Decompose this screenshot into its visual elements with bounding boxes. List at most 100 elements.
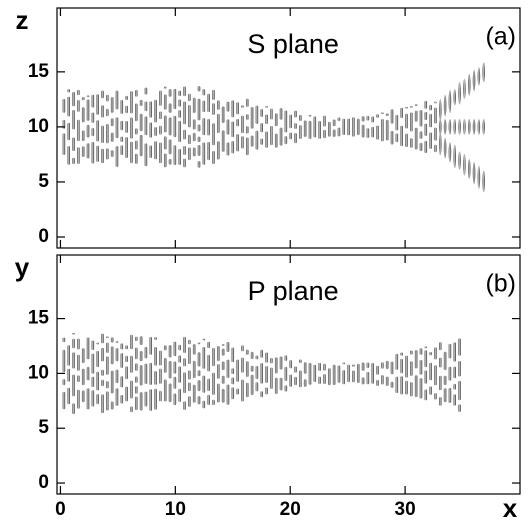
- isosurface-blob: [294, 132, 297, 144]
- isosurface-blob: [221, 130, 225, 152]
- isosurface-blob: [62, 98, 66, 113]
- isosurface-blob: [77, 375, 80, 383]
- isosurface-blob: [250, 374, 254, 396]
- isosurface-blob: [390, 109, 394, 124]
- isosurface-blob: [241, 136, 244, 149]
- isosurface-blob: [106, 342, 109, 353]
- isosurface-blob: [96, 393, 99, 405]
- plot-frame: [56, 254, 521, 495]
- isosurface-blob: [135, 396, 138, 411]
- isosurface-blob: [385, 119, 389, 141]
- isosurface-blob: [361, 377, 365, 385]
- isosurface-blob: [202, 375, 206, 393]
- isosurface-blob: [67, 88, 70, 93]
- isosurface-blob: [226, 101, 230, 112]
- isosurface-blob: [448, 118, 452, 135]
- isosurface-blob: [434, 101, 437, 104]
- isosurface-blob: [226, 119, 230, 135]
- isosurface-blob: [414, 127, 418, 150]
- isosurface-blob: [115, 340, 119, 343]
- isosurface-blob: [274, 357, 278, 374]
- isosurface-blob: [284, 110, 288, 133]
- isosurface-blob: [96, 350, 99, 368]
- isosurface-blob: [115, 369, 119, 384]
- isosurface-blob: [72, 332, 75, 335]
- isosurface-blob: [458, 81, 461, 105]
- isosurface-blob: [86, 99, 90, 121]
- isosurface-blob: [424, 389, 428, 401]
- isosurface-blob: [135, 103, 138, 122]
- isosurface-blob: [284, 355, 288, 362]
- isosurface-blob: [86, 143, 90, 159]
- isosurface-blob: [463, 153, 466, 176]
- isosurface-blob: [91, 340, 95, 351]
- isosurface-blob: [144, 363, 148, 384]
- isosurface-blob: [168, 360, 172, 379]
- isosurface-blob: [221, 344, 225, 347]
- isosurface-blob: [120, 136, 124, 143]
- isosurface-blob: [337, 117, 341, 122]
- isosurface-blob: [313, 364, 317, 383]
- isosurface-blob: [197, 144, 201, 156]
- isosurface-blob: [255, 365, 259, 380]
- isosurface-blob: [159, 111, 162, 120]
- isosurface-blob: [299, 359, 302, 364]
- isosurface-blob: [400, 358, 403, 374]
- isosurface-blob: [245, 114, 249, 120]
- isosurface-blob: [419, 378, 423, 399]
- isosurface-blob: [197, 342, 201, 345]
- isosurface-blob: [236, 102, 239, 115]
- isosurface-blob: [173, 361, 177, 374]
- isosurface-blob: [149, 389, 153, 412]
- isosurface-blob: [419, 109, 423, 127]
- y-tick-label: 10: [28, 116, 49, 137]
- isosurface-blob: [443, 388, 447, 403]
- isosurface-blob: [163, 345, 167, 351]
- isosurface-blob: [207, 341, 210, 349]
- isosurface-blob: [439, 132, 442, 156]
- isosurface-blob: [202, 346, 206, 369]
- isosurface-blob: [106, 123, 109, 144]
- y-axis-label: z: [16, 5, 29, 35]
- isosurface-blob: [226, 142, 230, 156]
- isosurface-blob: [173, 393, 177, 406]
- isosurface-blob: [429, 132, 432, 149]
- isosurface-blob: [356, 363, 360, 384]
- isosurface-blob: [178, 109, 181, 118]
- isosurface-blob: [226, 384, 230, 405]
- isosurface-blob: [270, 367, 273, 389]
- isosurface-blob: [482, 118, 485, 135]
- isosurface-blob: [188, 370, 191, 380]
- isosurface-blob: [81, 368, 85, 386]
- isosurface-blob: [149, 101, 153, 118]
- isosurface-blob: [410, 112, 413, 132]
- isosurface-blob: [139, 134, 143, 157]
- isosurface-blob: [183, 158, 186, 168]
- isosurface-blob: [106, 148, 109, 160]
- isosurface-blob: [173, 376, 177, 389]
- isosurface-blob: [178, 120, 181, 143]
- isosurface-blob: [96, 371, 99, 391]
- isosurface-blob: [168, 88, 172, 97]
- isosurface-blob: [221, 388, 225, 403]
- isosurface-blob: [207, 378, 210, 392]
- isosurface-blob: [381, 112, 384, 115]
- isosurface-blob: [120, 145, 124, 156]
- isosurface-blob: [294, 366, 297, 373]
- isosurface-blob: [130, 355, 133, 373]
- isosurface-blob: [81, 390, 85, 403]
- isosurface-blob: [270, 125, 273, 146]
- isosurface-blob: [347, 364, 350, 383]
- isosurface-blob: [197, 352, 201, 367]
- isosurface-blob: [414, 104, 418, 107]
- isosurface-blob: [202, 142, 206, 165]
- isosurface-blob: [424, 111, 428, 121]
- isosurface-blob: [299, 114, 302, 121]
- isosurface-blob: [101, 394, 104, 414]
- isosurface-blob: [231, 377, 235, 385]
- isosurface-blob: [347, 118, 350, 136]
- isosurface-blob: [62, 119, 66, 129]
- isosurface-blob: [96, 120, 99, 142]
- isosurface-blob: [284, 385, 288, 392]
- isosurface-blob: [125, 355, 128, 363]
